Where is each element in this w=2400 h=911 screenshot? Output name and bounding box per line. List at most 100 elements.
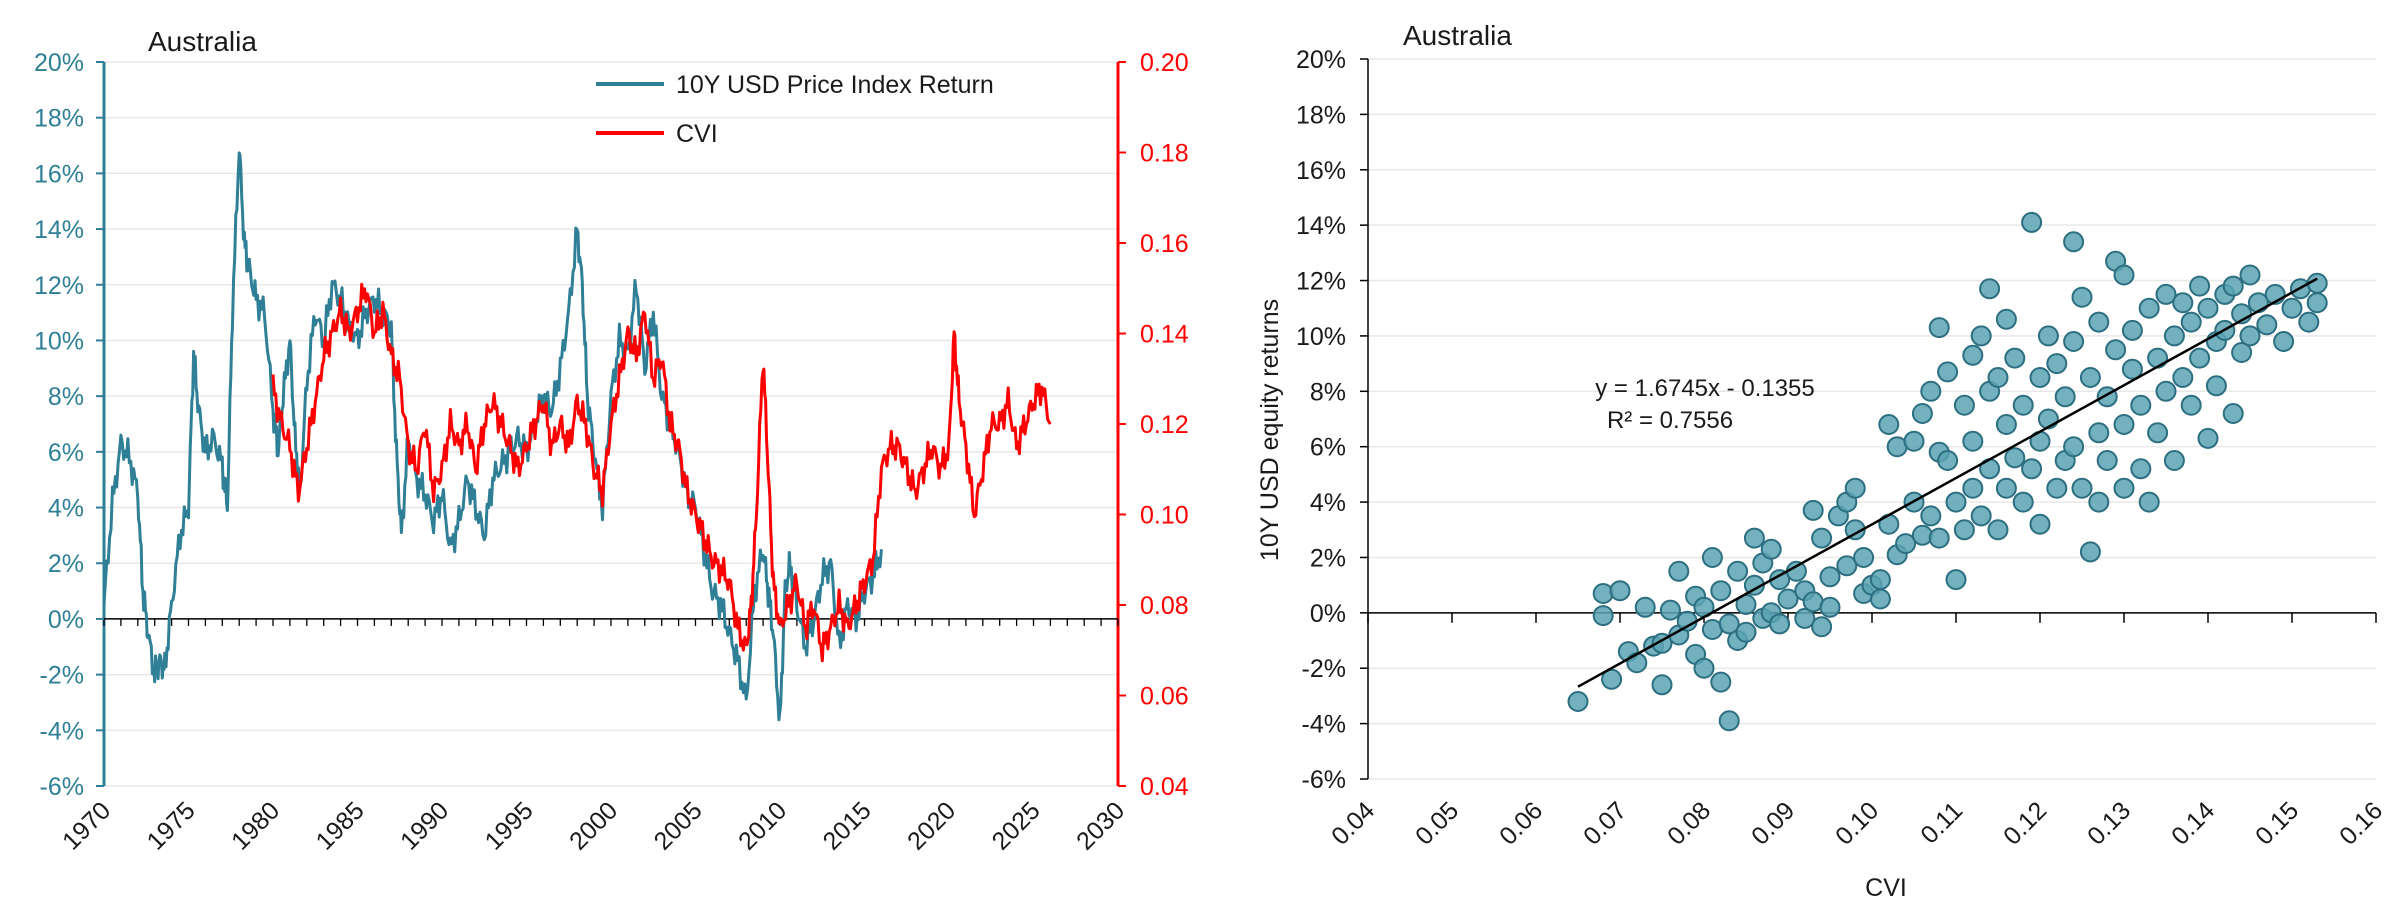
scatter-point [2138,491,2160,513]
scatter-point [2147,347,2169,369]
legend-label-cvi: CVI [676,120,718,148]
scatter-point [1945,491,1967,513]
r-squared-label: R² = 0.7556 [1607,407,1733,434]
scatter-point [2281,297,2303,319]
scatter-point [2088,491,2110,513]
scatter-point [2273,331,2295,352]
scatter-point [2155,283,2177,305]
y-tick-label: 0.06 [1140,683,1189,711]
scatter-point [1659,599,1681,621]
y-tick-label: 0.04 [1140,773,1189,801]
x-tick-label: 0.12 [1998,796,2052,850]
legend-label-price-return: 10Y USD Price Index Return [676,71,994,99]
scatter-point [1928,527,1950,549]
scatter-point [1903,430,1925,452]
y-tick-label: 14% [1296,212,1346,240]
scatter-point [1869,588,1891,610]
scatter-point [2088,311,2110,333]
scatter-point [2163,325,2185,347]
scatter-point [1710,580,1732,602]
scatter-point [1601,668,1623,690]
scatter-point [1785,560,1807,582]
scatter-point [2004,447,2026,469]
scatter-point [1920,505,1942,527]
scatter-point [1701,547,1723,568]
y-tick-label: 12% [1296,268,1346,296]
y-tick-label: 10% [34,327,84,355]
scatter-point [2163,450,2185,471]
scatter-point [1676,610,1698,632]
scatter-point [2197,297,2219,319]
scatter-point [2105,339,2127,361]
scatter-point [2079,541,2101,563]
y-tick-label: 6% [48,439,84,467]
y-tick-label: 4% [48,495,84,523]
x-tick-label: 1975 [142,796,201,855]
x-tick-label: 2025 [987,796,1046,855]
scatter-point [2021,211,2043,233]
scatter-point [2172,367,2194,388]
y-tick-label: -6% [1302,766,1346,794]
y-tick-label: 8% [1310,378,1346,406]
scatter-point [2046,477,2068,499]
scatter-point [1987,367,2009,388]
x-tick-label: 0.10 [1830,796,1884,850]
y-tick-label: 0.10 [1140,502,1189,530]
x-tick-label: 2000 [564,796,623,855]
scatter-point [1802,499,1824,521]
y-tick-label: 2% [48,550,84,578]
scatter-point [2155,380,2177,402]
scatter-chart: 0.04 0.05 0.06 0.07 0.08 0.09 0.10 0.11 0.12 0.13… [1256,20,2388,902]
trendline-equation: y = 1.6745x - 0.1355 [1595,375,1815,402]
y-tick-label: 14% [34,216,84,244]
x-tick-label: 1970 [57,796,116,855]
y-tick-label: 16% [34,160,84,188]
scatter-point [2021,458,2043,480]
scatter-point [2222,275,2244,297]
scatter-point [1995,308,2017,330]
left-chart-title: Australia [148,26,257,57]
scatter-point [1869,569,1891,591]
trendline-line [1577,277,2318,688]
x-tick-label: 0.15 [2250,796,2304,850]
scatter-point [2172,292,2194,314]
scatter-point [1718,613,1740,635]
x-tick-label: 0.07 [1578,796,1632,850]
x-tick-label: 0.06 [1494,796,1548,850]
x-tick-label: 0.09 [1746,796,1800,850]
scatter-point [1953,394,1975,416]
x-tick-label: 0.16 [2334,796,2388,850]
scatter-point [2029,367,2051,388]
scatter-point [1634,596,1656,618]
right-y-ticks: 0.20 0.18 0.16 0.14 0.12 0.10 0.08 0.06 0.04 [1118,49,1189,801]
scatter-point [2113,264,2135,286]
scatter-point [2012,491,2034,513]
scatter-point [2256,314,2278,336]
scatter-point [1937,450,1959,471]
scatter-y-axis-label: 10Y USD equity returns [1256,299,1284,561]
scatter-point [1769,613,1791,635]
y-tick-label: 0.08 [1140,592,1189,620]
y-tick-label: 0.18 [1140,140,1189,168]
y-tick-label: 20% [1296,46,1346,74]
scatter-point [1920,380,1942,402]
scatter-point [1693,657,1715,679]
scatter-point [1928,317,1950,339]
y-tick-label: 10% [1296,323,1346,351]
scatter-point [2012,394,2034,416]
scatter-point [2088,422,2110,444]
scatter-point [2180,394,2202,416]
line-chart: 1970 1975 1980 1985 1990 1995 2000 2005 2010 2015… [34,26,1189,856]
scatter-point [2239,325,2261,347]
y-tick-label: 8% [48,383,84,411]
scatter-point [2121,358,2143,380]
scatter-point [1710,671,1732,693]
scatter-point [1794,607,1816,629]
scatter-point [1592,605,1614,627]
left-x-ticks: 1970 1975 1980 1985 1990 1995 2000 2005 2010 2015… [57,796,1130,855]
scatter-point [1819,596,1841,618]
scatter-point [1895,533,1917,555]
scatter-point [2205,375,2227,397]
